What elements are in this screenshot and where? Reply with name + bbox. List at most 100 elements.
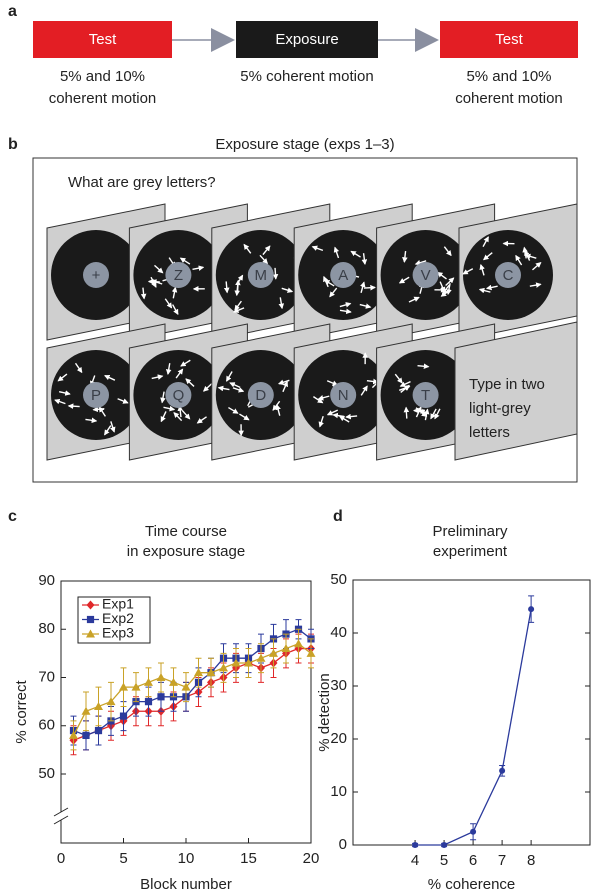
screen <box>454 321 578 461</box>
motion-arrow <box>524 253 537 260</box>
motion-arrow <box>403 406 410 419</box>
data-marker <box>86 600 95 610</box>
data-marker <box>194 668 203 677</box>
x-tick-label: 15 <box>240 850 257 867</box>
x-tick-label: 0 <box>57 850 65 867</box>
stage-title: Test <box>89 31 117 48</box>
motion-arrow <box>479 263 485 276</box>
stage-title: Test <box>495 31 523 48</box>
motion-arrow <box>339 308 352 315</box>
motion-arrow <box>483 252 493 261</box>
letter-disc <box>330 382 357 408</box>
x-tick-label: 20 <box>303 850 320 867</box>
motion-arrow <box>339 302 352 308</box>
motion-arrow <box>243 243 252 254</box>
motion-arrow <box>160 391 166 404</box>
motion-arrow <box>281 287 294 293</box>
motion-arrow <box>181 410 191 420</box>
stage-box <box>33 21 172 58</box>
data-marker <box>219 663 228 672</box>
data-marker <box>412 842 419 848</box>
letter-disc <box>83 382 109 408</box>
plot-frame <box>352 579 591 846</box>
grey-letter: N <box>338 387 349 404</box>
grey-letter: D <box>255 387 266 404</box>
motion-arrow <box>446 283 452 296</box>
motion-arrow <box>445 277 455 287</box>
stage-box <box>440 21 578 58</box>
motion-arrow <box>311 245 324 252</box>
motion-arrow <box>104 425 112 436</box>
letter-disc <box>412 382 439 408</box>
motion-arrow <box>408 296 420 303</box>
motion-arrow <box>272 267 279 280</box>
y-axis-label: % correct <box>13 680 30 744</box>
motion-arrow <box>202 383 213 392</box>
y-tick-label: 0 <box>339 836 347 853</box>
motion-arrow <box>57 373 68 382</box>
final-text: Type in two <box>469 376 545 393</box>
grey-letter: A <box>338 267 348 284</box>
motion-arrow <box>436 271 447 280</box>
motion-arrow <box>317 395 330 401</box>
motion-arrow <box>278 297 285 310</box>
motion-arrow <box>359 303 372 309</box>
motion-arrow <box>402 250 408 263</box>
motion-arrow <box>58 390 71 396</box>
motion-arrow <box>104 374 116 381</box>
motion-arrow <box>74 362 83 374</box>
motion-arrow <box>394 373 403 384</box>
motion-arrow <box>318 415 324 428</box>
motion-arrow <box>171 304 179 316</box>
x-axis-label: % coherence <box>428 876 516 893</box>
motion-arrow <box>185 378 195 387</box>
legend-label: Exp1 <box>102 596 134 612</box>
final-text: letters <box>469 424 510 441</box>
data-marker <box>144 677 153 686</box>
panel-label: b <box>8 136 18 153</box>
y-tick-label: 20 <box>330 730 347 747</box>
data-marker <box>169 677 178 686</box>
motion-arrow <box>196 416 207 424</box>
data-marker <box>269 648 278 657</box>
motion-arrow <box>171 286 178 299</box>
data-marker <box>231 658 241 667</box>
motion-arrow <box>326 380 339 386</box>
chart-title: in exposure stage <box>127 543 245 560</box>
legend-label: Exp2 <box>102 610 134 626</box>
x-tick-label: 5 <box>119 850 127 867</box>
motion-arrow <box>414 260 427 266</box>
arrow-head <box>415 28 439 52</box>
motion-arrow <box>532 262 542 271</box>
motion-arrow <box>229 382 241 388</box>
motion-arrow <box>165 363 172 375</box>
motion-arrow <box>232 387 245 393</box>
motion-arrow <box>361 253 368 266</box>
grey-letter: Z <box>174 267 183 284</box>
motion-arrow <box>192 265 205 271</box>
legend-label: Exp3 <box>102 625 134 641</box>
data-marker <box>470 828 477 835</box>
motion-arrow <box>179 257 191 265</box>
motion-arrow <box>399 381 411 387</box>
grey-letter: C <box>503 267 514 284</box>
motion-arrow <box>180 359 191 367</box>
motion-arrow <box>85 417 98 424</box>
motion-arrow <box>430 408 437 420</box>
motion-arrow <box>151 374 164 380</box>
x-axis-label: Block number <box>140 876 232 893</box>
motion-arrow <box>400 384 410 393</box>
motion-arrow <box>415 406 422 418</box>
chart-title: Time course <box>145 523 227 540</box>
stage-caption: 5% coherent motion <box>240 68 373 85</box>
motion-arrow <box>360 385 368 396</box>
motion-arrow <box>345 413 358 420</box>
data-marker <box>144 698 153 706</box>
motion-arrow <box>482 236 489 247</box>
motion-arrow <box>485 284 498 291</box>
data-marker <box>119 712 128 720</box>
letter-disc <box>247 262 274 288</box>
data-marker <box>94 701 103 710</box>
data-marker <box>86 615 95 624</box>
motion-arrow <box>434 408 441 420</box>
